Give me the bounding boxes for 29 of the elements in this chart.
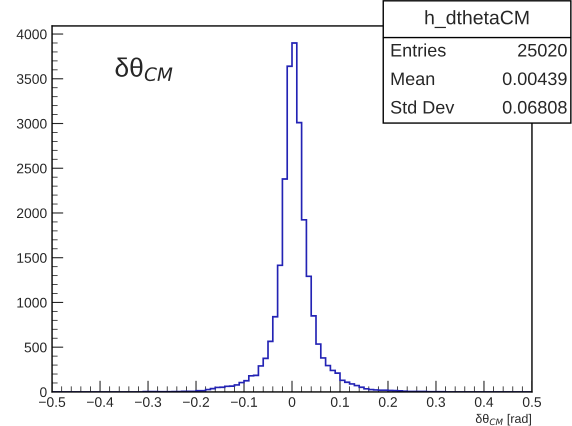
y-tick-label: 3000 xyxy=(16,118,47,129)
annotation: 0.00439 xyxy=(502,72,567,86)
x-tick-label: −0.1 xyxy=(230,397,258,407)
x-tick-label: −0.5 xyxy=(39,397,66,407)
y-tick-label: 0 xyxy=(40,387,47,398)
x-tick-label: 0.3 xyxy=(426,397,446,407)
y-tick-label: 1000 xyxy=(17,298,47,308)
x-tick-label: 0.5 xyxy=(522,397,542,407)
y-tick-label: 2000 xyxy=(16,208,47,218)
x-tick-label: −0.4 xyxy=(87,397,114,407)
x-tick-label: 0.4 xyxy=(474,397,494,407)
x-tick-label: 0 xyxy=(288,397,296,407)
annotation: Std Dev xyxy=(390,100,454,114)
annotation: h_dthetaCM xyxy=(425,10,528,28)
y-tick-label: 2500 xyxy=(16,164,47,174)
annotation: 0.06808 xyxy=(502,100,567,114)
y-tick-label: 500 xyxy=(24,342,47,352)
x-tick-label: −0.3 xyxy=(135,397,162,407)
y-tick-label: 1500 xyxy=(17,253,47,263)
x-axis-title: δθ$_{CM}$ [rad] xyxy=(476,414,531,426)
x-tick-label: 0.1 xyxy=(330,397,349,407)
y-tick-label: 4000 xyxy=(16,29,47,40)
annotation: Mean xyxy=(392,72,434,86)
y-tick-label: 3500 xyxy=(16,74,47,84)
annotation: Entries xyxy=(392,43,446,57)
x-tick-label: 0.2 xyxy=(378,397,397,407)
x-tick-label: −0.2 xyxy=(183,397,210,407)
text: δθ$_{CM}$ xyxy=(116,57,172,82)
annotation: 25020 xyxy=(518,44,567,57)
